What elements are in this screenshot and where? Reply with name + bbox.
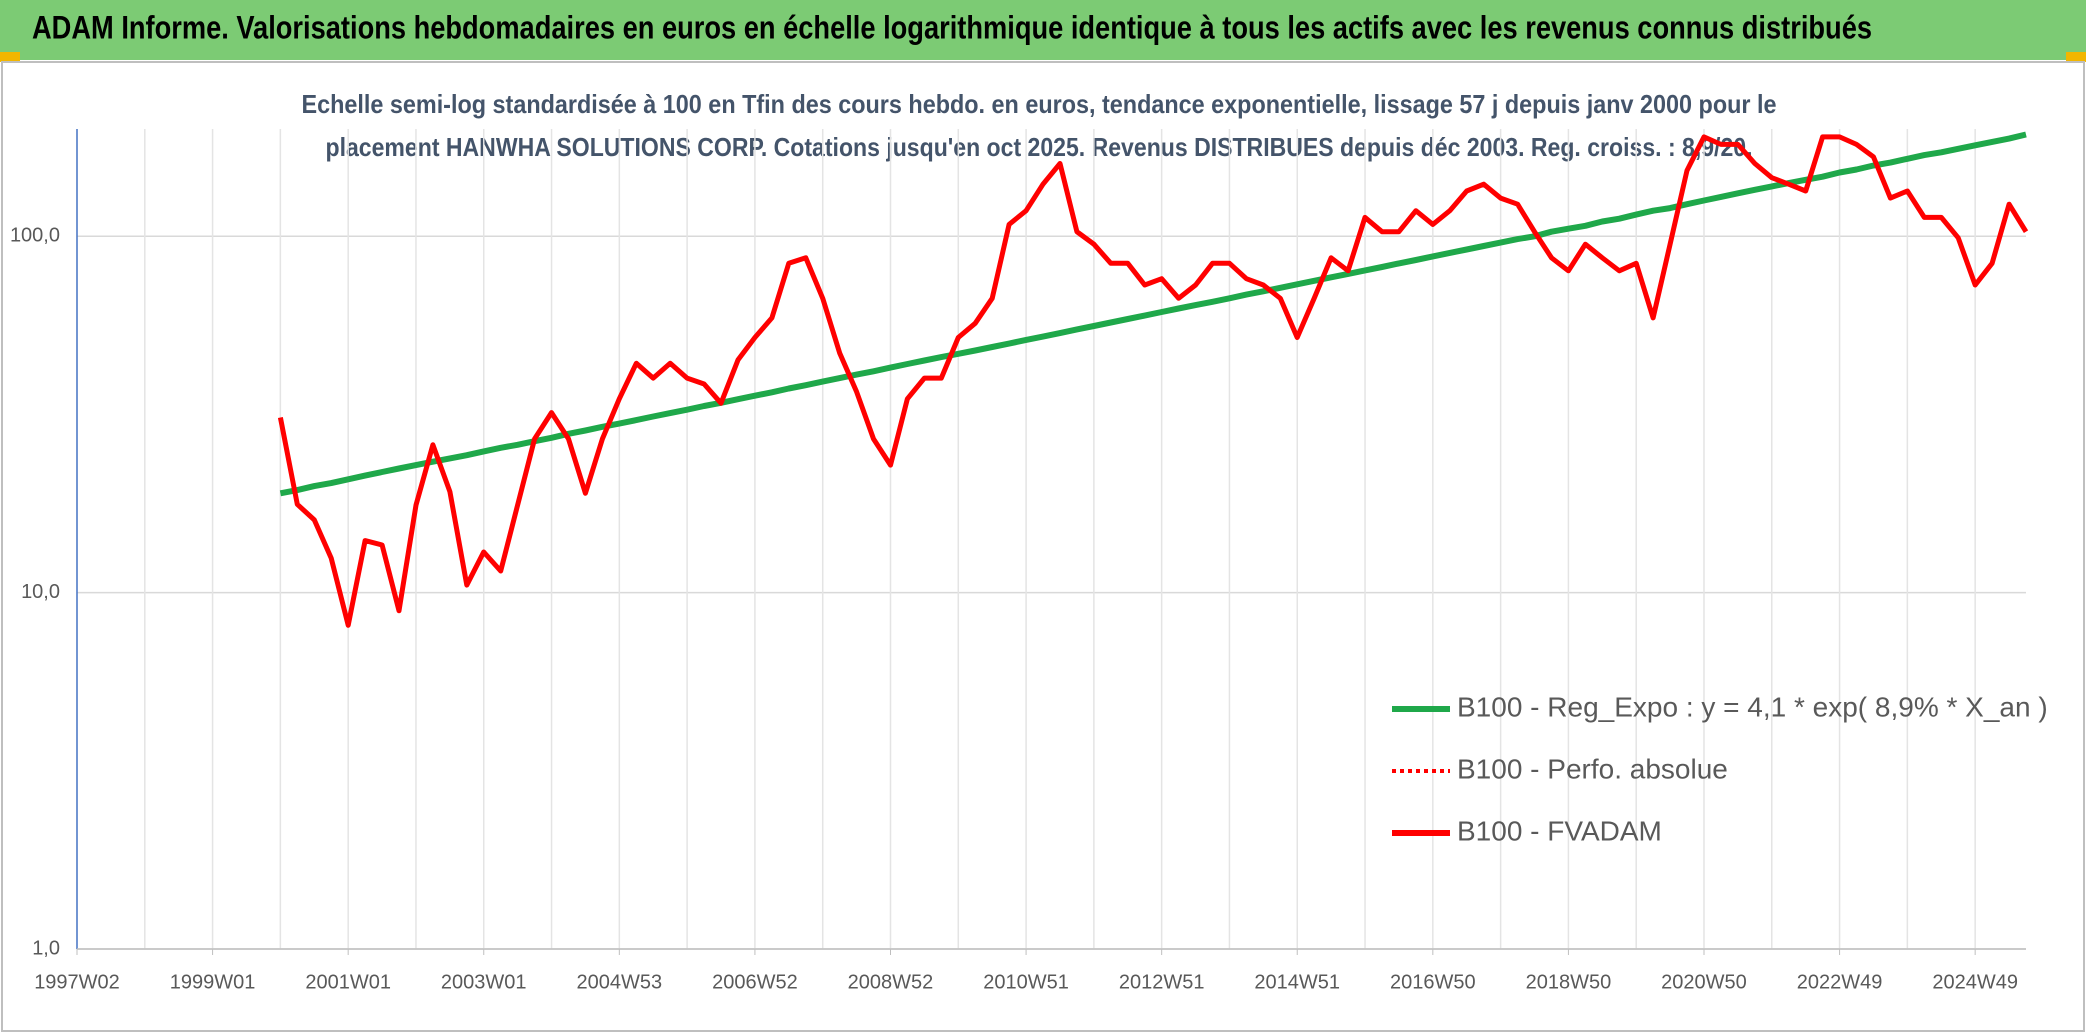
x-tick-label: 2024W49 (1932, 971, 2018, 993)
chart-subtitle: placement HANWHA SOLUTIONS CORP. Cotatio… (326, 132, 1753, 162)
title-bar (0, 0, 2086, 60)
legend-label: B100 - FVADAM (1457, 815, 1662, 846)
series-line (279, 131, 2027, 497)
x-tick-label: 2022W49 (1797, 971, 1883, 993)
frame (1, 61, 2085, 1032)
x-tick-label: 2016W50 (1390, 971, 1476, 993)
corner-mark (0, 52, 20, 62)
corner-mark (2066, 52, 2086, 62)
chart-title: ADAM Informe. Valorisations hebdomadaire… (32, 9, 1872, 45)
x-tick-label: 2018W50 (1526, 971, 1612, 993)
x-tick-label: 1997W02 (34, 971, 120, 993)
x-tick-label: 2006W52 (712, 971, 798, 993)
x-tick-label: 2010W51 (983, 971, 1069, 993)
x-tick-label: 2008W52 (848, 971, 934, 993)
x-tick-label: 2001W01 (305, 971, 391, 993)
legend-label: B100 - Perfo. absolue (1457, 753, 1728, 784)
y-tick-label: 10,0 (21, 581, 60, 603)
series-line (277, 134, 2029, 628)
y-tick-label: 1,0 (32, 937, 60, 959)
x-tick-label: 2020W50 (1661, 971, 1747, 993)
chart-subtitle: Echelle semi-log standardisée à 100 en T… (302, 89, 1777, 119)
x-tick-label: 2004W53 (577, 971, 663, 993)
y-tick-label: 100,0 (10, 225, 60, 247)
x-tick-label: 2003W01 (441, 971, 527, 993)
x-tick-label: 2012W51 (1119, 971, 1205, 993)
legend-label: B100 - Reg_Expo : y = 4,1 * exp( 8,9% * … (1457, 691, 2048, 722)
x-tick-label: 1999W01 (170, 971, 256, 993)
x-tick-label: 2014W51 (1254, 971, 1340, 993)
